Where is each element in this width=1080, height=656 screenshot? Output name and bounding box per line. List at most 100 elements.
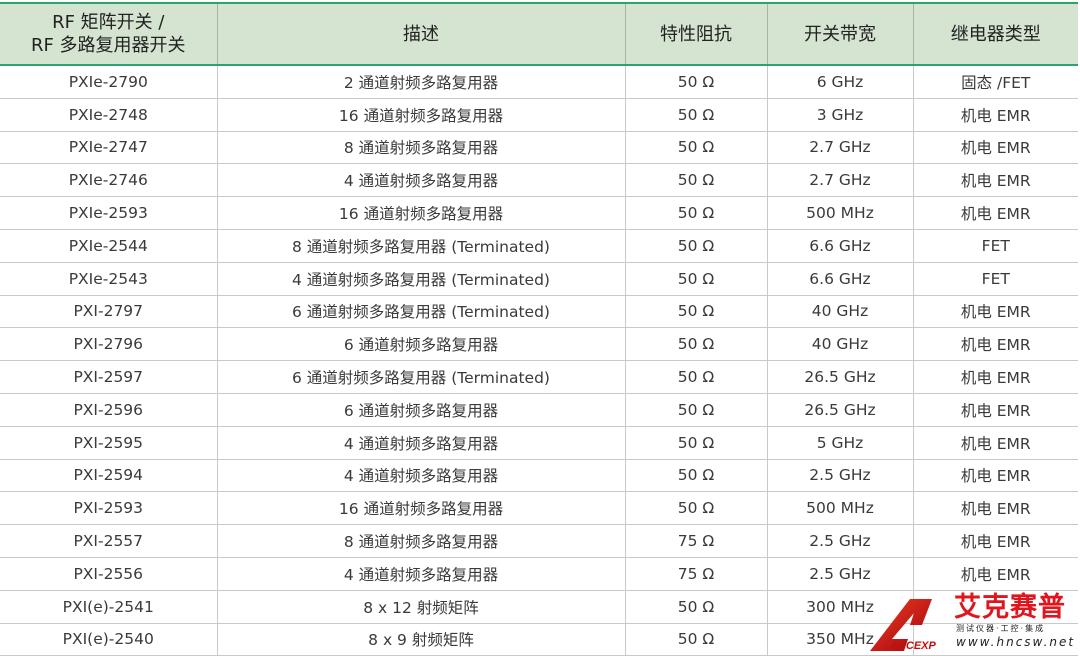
table-row: PXI-2597 6 通道射频多路复用器 (Terminated) 50 Ω 26.5… [0, 360, 1078, 394]
cell-bandwidth: 2.7 GHz [767, 163, 914, 198]
cell-impedance: 50 Ω [625, 393, 768, 427]
table-row: PXI-2593 16 通道射频多路复用器 50 Ω 500 MHz 机电 EMR [0, 491, 1078, 526]
table-row: PXI(e)-2541 8 x 12 射频矩阵 50 Ω 300 MHz [0, 590, 1078, 624]
header-description: 描述 [217, 2, 626, 66]
cell-relay-type: 机电 EMR [913, 327, 1078, 362]
cell-bandwidth: 2.5 GHz [767, 524, 914, 558]
cell-relay-type: 机电 EMR [913, 98, 1078, 132]
table-row: PXI-2556 4 通道射频多路复用器 75 Ω 2.5 GHz 机电 EMR [0, 557, 1078, 591]
cell-bandwidth: 2.7 GHz [767, 131, 914, 165]
cell-impedance: 50 Ω [625, 360, 768, 394]
cell-relay-type: 机电 EMR [913, 196, 1078, 230]
header-relay-type: 继电器类型 [913, 2, 1078, 66]
cell-bandwidth: 26.5 GHz [767, 360, 914, 394]
cell-model: PXI-2796 [0, 327, 218, 362]
cell-description: 4 通道射频多路复用器 [217, 459, 626, 493]
cell-description: 4 通道射频多路复用器 [217, 163, 626, 198]
cell-impedance: 50 Ω [625, 295, 768, 329]
cell-relay-type: 固态 /FET [913, 65, 1078, 99]
cell-impedance: 50 Ω [625, 196, 768, 230]
cell-relay-type: 机电 EMR [913, 163, 1078, 198]
cell-model: PXIe-2748 [0, 98, 218, 132]
cell-impedance: 50 Ω [625, 229, 768, 263]
table-row: PXI-2596 6 通道射频多路复用器 50 Ω 26.5 GHz 机电 EMR [0, 393, 1078, 427]
watermark-url: www.hncsw.net [956, 635, 1076, 649]
cell-bandwidth: 6.6 GHz [767, 262, 914, 296]
cell-bandwidth: 6 GHz [767, 65, 914, 99]
cell-impedance: 50 Ω [625, 131, 768, 165]
cell-relay-type: 机电 EMR [913, 393, 1078, 427]
cell-impedance: 50 Ω [625, 65, 768, 99]
cell-relay-type: 机电 EMR [913, 524, 1078, 558]
header-line-1: RF 矩阵开关 / [52, 12, 165, 33]
cell-model: PXIe-2543 [0, 262, 218, 296]
cell-model: PXI-2596 [0, 393, 218, 427]
cell-bandwidth: 2.5 GHz [767, 459, 914, 493]
cell-model: PXI(e)-2540 [0, 623, 218, 656]
cell-impedance: 50 Ω [625, 590, 768, 624]
cell-model: PXIe-2747 [0, 131, 218, 165]
cell-relay-type: 机电 EMR [913, 491, 1078, 526]
cell-impedance: 50 Ω [625, 262, 768, 296]
cell-relay-type: 机电 EMR [913, 360, 1078, 394]
cell-relay-type: 机电 EMR [913, 295, 1078, 329]
cell-impedance: 50 Ω [625, 426, 768, 460]
table-row: PXIe-2593 16 通道射频多路复用器 50 Ω 500 MHz 机电 EMR [0, 196, 1078, 230]
cell-bandwidth: 6.6 GHz [767, 229, 914, 263]
cell-description: 16 通道射频多路复用器 [217, 196, 626, 230]
table-row: PXI-2557 8 通道射频多路复用器 75 Ω 2.5 GHz 机电 EMR [0, 524, 1078, 558]
cell-relay-type: FET [913, 229, 1078, 263]
cell-description: 8 x 12 射频矩阵 [217, 590, 626, 624]
cell-impedance: 75 Ω [625, 557, 768, 591]
cell-relay-type: 机电 EMR [913, 459, 1078, 493]
table-row: PXI-2797 6 通道射频多路复用器 (Terminated) 50 Ω 40 G… [0, 295, 1078, 329]
svg-text:ACCEXP: ACCEXP [889, 640, 937, 651]
cell-description: 8 通道射频多路复用器 [217, 524, 626, 558]
watermark-logo: ACCEXP 艾克赛普 测试仪器·工控·集成 www.hncsw.net [870, 585, 1075, 651]
cell-model: PXI-2595 [0, 426, 218, 460]
cell-relay-type: 机电 EMR [913, 557, 1078, 591]
cell-impedance: 50 Ω [625, 98, 768, 132]
header-row: RF 矩阵开关 / RF 多路复用器开关 描述 特性阻抗 开关带宽 继电器类型 [0, 2, 1078, 66]
cell-model: PXI-2556 [0, 557, 218, 591]
cell-relay-type: FET [913, 262, 1078, 296]
cell-model: PXIe-2790 [0, 65, 218, 99]
watermark-tagline: 测试仪器·工控·集成 [956, 624, 1046, 633]
cell-model: PXI-2797 [0, 295, 218, 329]
table-row: PXIe-2747 8 通道射频多路复用器 50 Ω 2.7 GHz 机电 EMR [0, 131, 1078, 165]
header-line-2: RF 多路复用器开关 [30, 35, 186, 56]
cell-impedance: 50 Ω [625, 163, 768, 198]
cell-description: 2 通道射频多路复用器 [217, 65, 626, 99]
table-row: PXI-2796 6 通道射频多路复用器 50 Ω 40 GHz 机电 EMR [0, 327, 1078, 362]
header-model: RF 矩阵开关 / RF 多路复用器开关 [0, 2, 218, 66]
cell-description: 6 通道射频多路复用器 (Terminated) [217, 360, 626, 394]
table-row: PXIe-2746 4 通道射频多路复用器 50 Ω 2.7 GHz 机电 EMR [0, 163, 1078, 198]
table-row: PXIe-2544 8 通道射频多路复用器 (Terminated) 50 Ω 6.6… [0, 229, 1078, 263]
cell-impedance: 50 Ω [625, 459, 768, 493]
cell-description: 6 通道射频多路复用器 (Terminated) [217, 295, 626, 329]
cell-description: 8 通道射频多路复用器 (Terminated) [217, 229, 626, 263]
cell-bandwidth: 500 MHz [767, 196, 914, 230]
cell-bandwidth: 40 GHz [767, 327, 914, 362]
cell-impedance: 50 Ω [625, 623, 768, 656]
accexp-logo-icon: ACCEXP [870, 599, 937, 651]
cell-model: PXIe-2544 [0, 229, 218, 263]
cell-description: 6 通道射频多路复用器 [217, 393, 626, 427]
cell-bandwidth: 5 GHz [767, 426, 914, 460]
cell-description: 8 通道射频多路复用器 [217, 131, 626, 165]
cell-description: 4 通道射频多路复用器 [217, 557, 626, 591]
cell-impedance: 50 Ω [625, 327, 768, 362]
cell-model: PXI-2593 [0, 491, 218, 526]
cell-model: PXI-2594 [0, 459, 218, 493]
cell-model: PXI(e)-2541 [0, 590, 218, 624]
cell-model: PXIe-2593 [0, 196, 218, 230]
cell-impedance: 50 Ω [625, 491, 768, 526]
cell-description: 4 通道射频多路复用器 (Terminated) [217, 262, 626, 296]
cell-relay-type [913, 590, 1078, 624]
table-row: PXI-2594 4 通道射频多路复用器 50 Ω 2.5 GHz 机电 EMR [0, 459, 1078, 493]
cell-description: 16 通道射频多路复用器 [217, 98, 626, 132]
